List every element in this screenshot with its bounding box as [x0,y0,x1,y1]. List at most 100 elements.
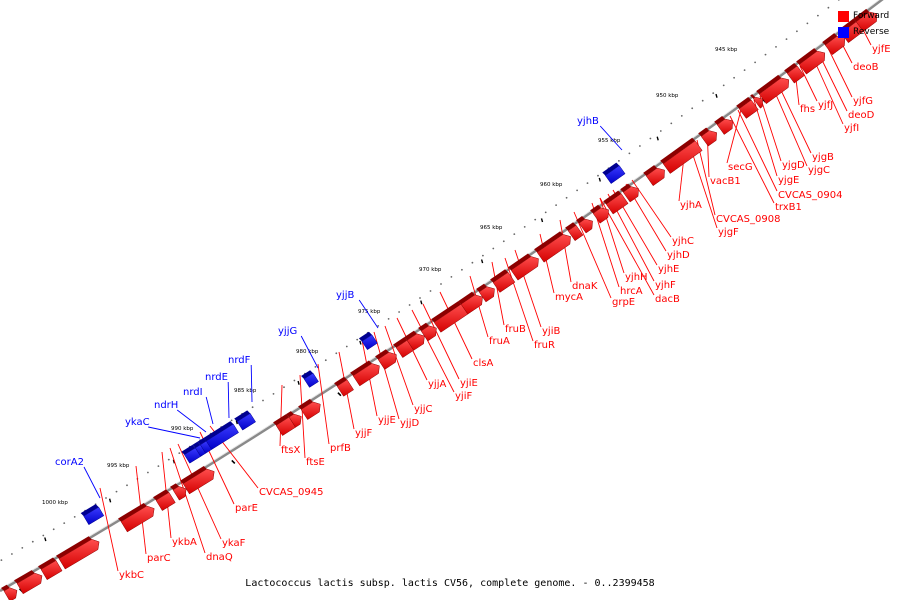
scale-label: 975 kbp [358,309,381,315]
scale-label: 945 kbp [715,47,738,53]
gene-label-forward: yjgE [778,175,799,186]
gene-label-forward: ykaF [222,538,246,549]
forward-gene [490,269,516,293]
gene-label-forward: yjgD [782,160,805,171]
gene-label-forward: yjgC [808,165,830,176]
forward-gene [750,94,763,109]
forward-gene [643,165,665,187]
forward-gene [853,8,878,32]
forward-gene [286,411,302,428]
gene-label-forward: grpE [612,297,635,308]
gene-label-forward: yjfE [872,44,891,55]
gene-label-forward: yjhE [658,264,679,275]
reverse-gene [80,504,105,526]
gene-label-forward: yjiB [542,326,560,337]
gene-label-forward: fruB [505,324,526,335]
forward-gene [153,489,176,511]
forward-gene [822,33,846,56]
forward-gene [418,322,437,342]
gene-label-reverse: nrdI [183,387,203,398]
gene-label-forward: yjjC [414,404,432,415]
reverse-gene [301,370,319,388]
scale-label: 990 kbp [171,426,194,432]
forward-gene [118,503,155,533]
forward-gene [736,97,759,119]
gene-label-forward: yjjE [378,415,396,426]
gene-label-reverse: yjhB [577,116,599,127]
gene-label-reverse: ndrH [154,400,178,411]
reverse-swatch-icon [838,26,849,38]
forward-gene [298,398,321,420]
gene-label-forward: yjhH [625,272,648,283]
gene-label-reverse: nrdF [228,355,251,366]
gene-label-forward: yjfJ [818,100,833,111]
forward-gene [180,466,215,495]
gene-label-forward: ftsE [306,457,325,468]
gene-label-forward: yjhC [672,236,694,247]
legend-reverse: Reverse [838,24,900,40]
reverse-gene [358,331,378,351]
gene-label-forward: dnaK [572,281,598,292]
forward-gene [404,330,425,351]
scale-label: 950 kbp [656,93,679,99]
forward-gene [714,116,733,135]
forward-gene [56,536,100,570]
gene-label-forward: secG [728,162,753,173]
gene-label-forward: yjfG [853,96,873,107]
gene-label-forward: fruR [534,340,555,351]
gene-label-forward: parC [147,553,171,564]
gene-label-forward: clsA [473,358,493,369]
gene-label-forward: yjiE [460,378,478,389]
gene-label-forward: hrcA [620,286,643,297]
genome-caption: Lactococcus lactis subsp. lactis CV56, c… [245,578,655,589]
reverse-gene [234,410,256,431]
gene-label-forward: trxB1 [775,202,802,213]
scale-label: 980 kbp [296,349,319,355]
forward-gene [576,216,593,234]
gene-label-forward: yjgF [718,227,739,238]
forward-gene [756,74,790,105]
scale-label: 1000 kbp [42,500,68,506]
scale-labels: 945 kbp 950 kbp 955 kbp 960 kbp 965 kbp 970 k… [42,47,738,506]
gene-label-forward: dnaQ [206,552,233,563]
legend-forward-label: Forward [853,11,890,21]
forward-gene [784,63,805,84]
scale-label: 970 kbp [419,267,442,273]
legend: Forward Reverse [838,8,900,40]
gene-label-forward: yjjF [355,428,372,439]
forward-gene [476,283,495,303]
scale-label: 965 kbp [480,225,503,231]
gene-label-forward: yjhD [667,250,690,261]
legend-reverse-label: Reverse [853,27,890,37]
gene-label-forward: fhs [800,104,815,115]
gene-label-reverse: corA2 [55,457,84,468]
gene-label-forward: yjjD [400,418,419,429]
gene-label-forward: deoB [853,62,879,73]
gene-label-forward: prfB [330,443,351,454]
gene-label-forward: mycA [555,292,583,303]
gene-features [1,8,878,600]
scale-ticks [0,0,873,593]
forward-gene [590,204,609,224]
forward-gene [14,570,43,595]
scale-label: 985 kbp [234,388,257,394]
forward-gene [660,137,703,174]
forward-swatch-icon [838,10,849,22]
forward-gene [38,557,63,581]
forward-gene [565,222,584,242]
gene-label-forward: ftsX [281,445,300,456]
legend-forward: Forward [838,8,900,24]
reverse-gene [602,162,626,184]
gene-label-forward: yjiF [455,391,472,402]
forward-gene [170,483,187,501]
scale-label: 995 kbp [107,463,130,469]
forward-gene [698,127,717,147]
gene-label-forward: deoD [848,110,875,121]
gene-label-forward: ykbA [172,537,197,548]
forward-gene [334,376,354,397]
gene-leader-lines [83,19,872,572]
gene-label-reverse: yjjB [336,290,354,301]
gene-label-forward: ykbC [119,570,144,581]
gene-label-reverse: yjjG [278,326,297,337]
